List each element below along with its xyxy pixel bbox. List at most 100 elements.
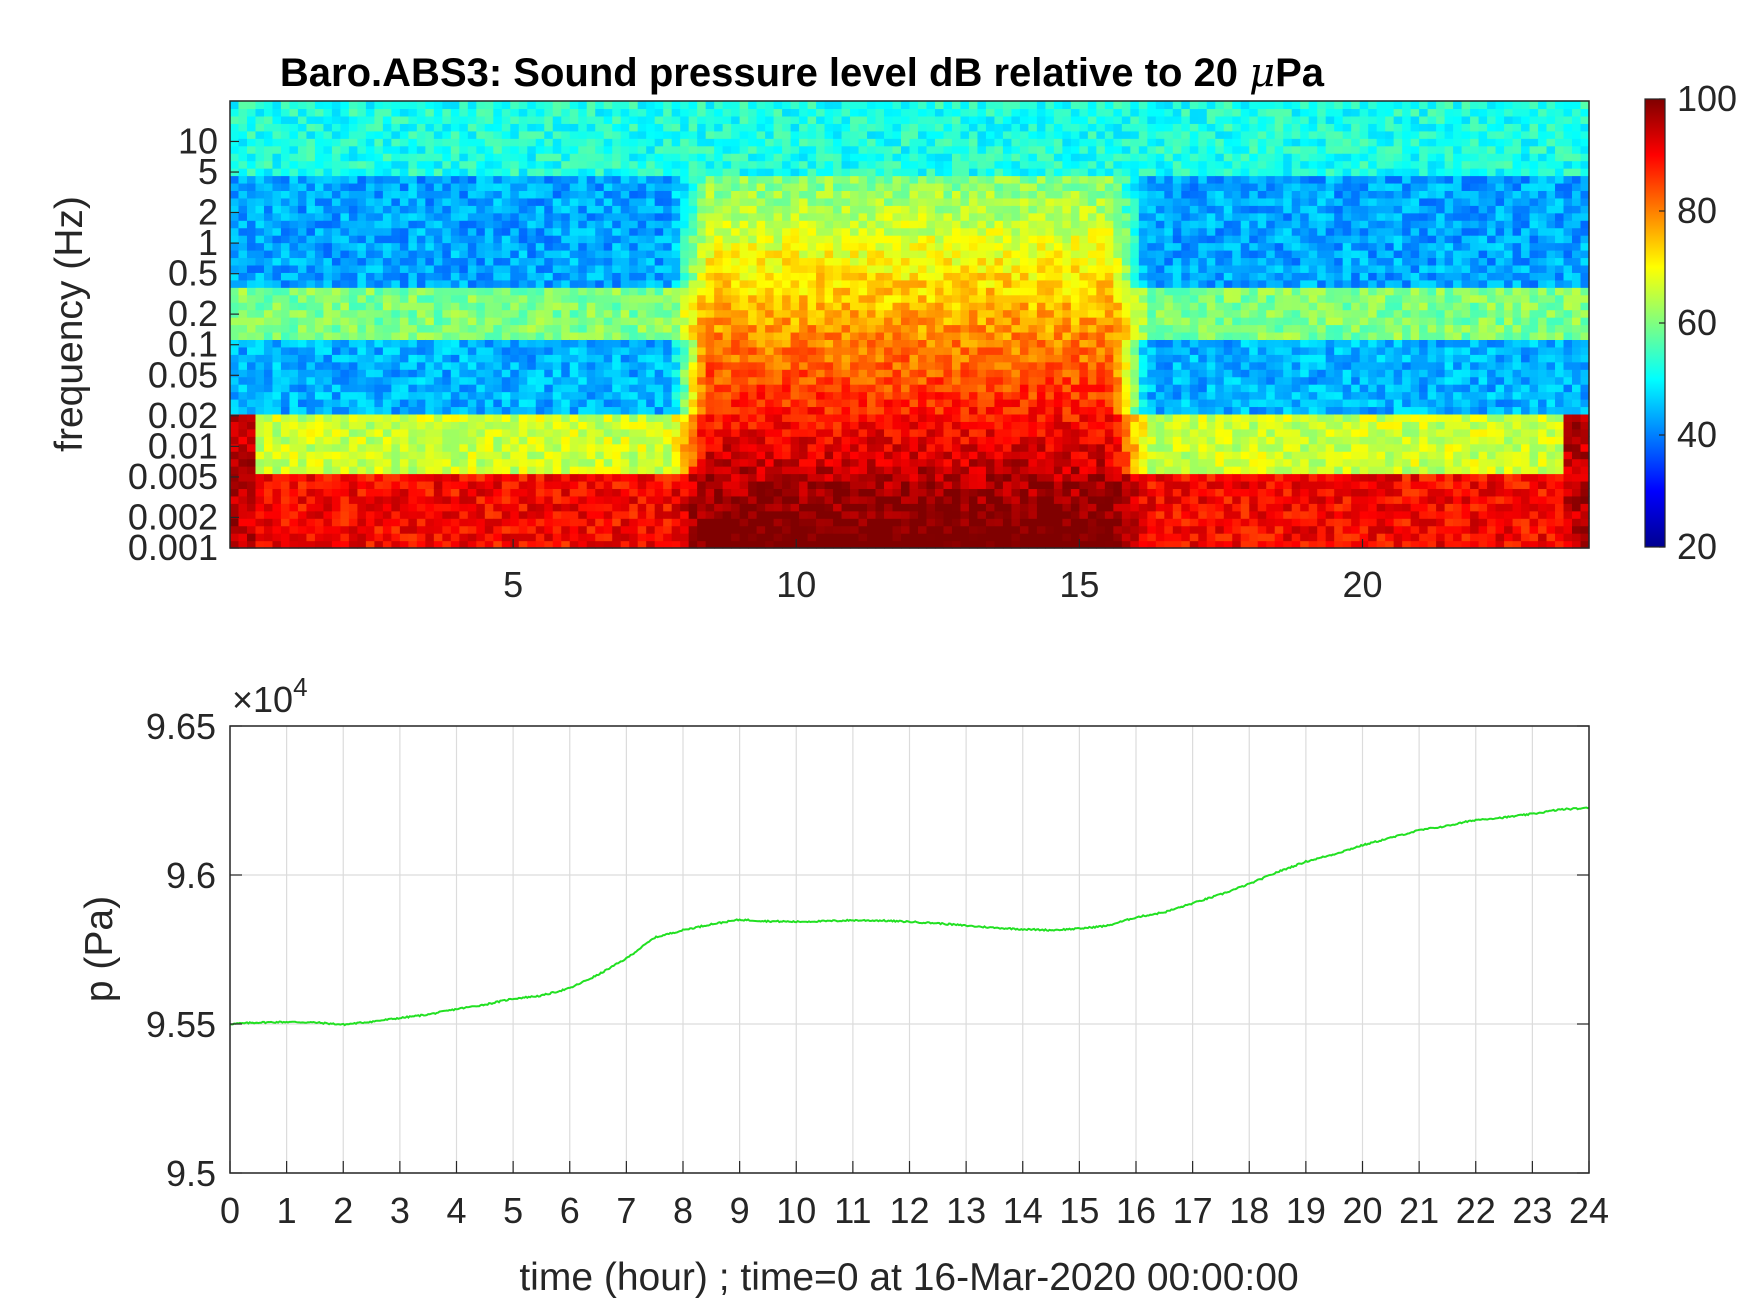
heatmap-cell <box>314 190 325 199</box>
heatmap-cell <box>773 197 783 206</box>
heatmap-cell <box>603 264 613 273</box>
heatmap-cell <box>620 257 630 266</box>
heatmap-cell <box>569 376 579 385</box>
heatmap-cell <box>399 160 409 169</box>
heatmap-cell <box>629 540 639 549</box>
heatmap-cell <box>272 436 282 445</box>
heatmap-cell <box>357 533 367 542</box>
heatmap-cell <box>484 361 494 370</box>
heatmap-cell <box>884 480 894 489</box>
heatmap-cell <box>306 145 316 154</box>
heatmap-cell <box>807 175 817 184</box>
heatmap-cell <box>374 406 384 415</box>
heatmap-cell <box>391 235 401 244</box>
heatmap-cell <box>408 384 418 393</box>
heatmap-cell <box>867 138 877 147</box>
heatmap-cell <box>595 302 605 311</box>
heatmap-cell <box>833 406 843 415</box>
heatmap-cell <box>782 168 792 177</box>
heatmap-cell <box>934 488 945 497</box>
heatmap-cell <box>518 488 528 497</box>
heatmap-cell <box>306 399 316 408</box>
heatmap-cell <box>739 294 749 303</box>
heatmap-cell <box>289 302 299 311</box>
heatmap-cell <box>867 182 877 191</box>
heatmap-cell <box>637 413 647 422</box>
heatmap-cell <box>340 197 350 206</box>
heatmap-cell <box>348 190 358 199</box>
heatmap-cell <box>348 197 358 206</box>
heatmap-cell <box>442 443 452 452</box>
heatmap-cell <box>493 279 503 288</box>
heatmap-cell <box>238 354 248 363</box>
heatmap-cell <box>459 272 469 281</box>
heatmap-cell <box>697 540 707 549</box>
heatmap-cell <box>552 153 562 162</box>
heatmap-cell <box>476 227 486 236</box>
heatmap-cell <box>484 272 494 281</box>
heatmap-cell <box>714 108 724 117</box>
heatmap-cell <box>230 369 240 378</box>
heatmap-cell <box>714 473 724 482</box>
heatmap-cell <box>901 115 911 124</box>
heatmap-cell <box>374 235 384 244</box>
heatmap-cell <box>297 294 308 303</box>
heatmap-cell <box>705 294 715 303</box>
heatmap-cell <box>348 287 358 296</box>
heatmap-cell <box>323 324 333 333</box>
heatmap-cell <box>382 160 392 169</box>
heatmap-cell <box>527 227 537 236</box>
heatmap-cell <box>255 436 265 445</box>
heatmap-cell <box>603 324 613 333</box>
heatmap-cell <box>578 302 588 311</box>
heatmap-cell <box>603 525 613 534</box>
heatmap-cell <box>697 443 707 452</box>
heatmap-cell <box>552 279 562 288</box>
heatmap-cell <box>807 436 817 445</box>
heatmap-cell <box>433 473 443 482</box>
heatmap-cell <box>807 488 817 497</box>
heatmap-cell <box>510 324 520 333</box>
heatmap-cell <box>926 264 936 273</box>
heatmap-cell <box>688 264 698 273</box>
heatmap-cell <box>875 376 885 385</box>
heatmap-cell <box>382 175 392 184</box>
heatmap-cell <box>408 317 418 326</box>
heatmap-cell <box>501 279 511 288</box>
heatmap-cell <box>323 220 333 229</box>
heatmap-cell <box>620 428 630 437</box>
heatmap-cell <box>238 235 248 244</box>
heatmap-cell <box>238 413 248 422</box>
heatmap-cell <box>561 406 571 415</box>
heatmap-cell <box>263 279 274 288</box>
heatmap-cell <box>544 212 554 221</box>
heatmap-cell <box>748 272 758 281</box>
heatmap-cell <box>544 287 554 296</box>
heatmap-cell <box>875 384 885 393</box>
heatmap-cell <box>238 205 248 214</box>
heatmap-cell <box>917 190 928 199</box>
heatmap-cell <box>365 324 375 333</box>
heatmap-cell <box>467 428 477 437</box>
heatmap-cell <box>586 361 596 370</box>
heatmap-cell <box>408 190 418 199</box>
heatmap-cell <box>501 197 511 206</box>
heatmap-cell <box>535 488 545 497</box>
heatmap-cell <box>263 302 274 311</box>
heatmap-cell <box>841 212 851 221</box>
heatmap-cell <box>697 406 707 415</box>
heatmap-cell <box>433 451 443 460</box>
heatmap-cell <box>399 324 409 333</box>
heatmap-cell <box>824 220 834 229</box>
heatmap-cell <box>382 346 392 355</box>
heatmap-cell <box>816 369 826 378</box>
heatmap-cell <box>280 451 291 460</box>
heatmap-cell <box>374 153 384 162</box>
heatmap-cell <box>323 488 333 497</box>
heatmap-cell <box>807 205 817 214</box>
heatmap-cell <box>688 197 698 206</box>
heatmap-cell <box>459 115 469 124</box>
heatmap-cell <box>637 257 647 266</box>
heatmap-cell <box>765 466 775 475</box>
heatmap-cell <box>688 384 698 393</box>
